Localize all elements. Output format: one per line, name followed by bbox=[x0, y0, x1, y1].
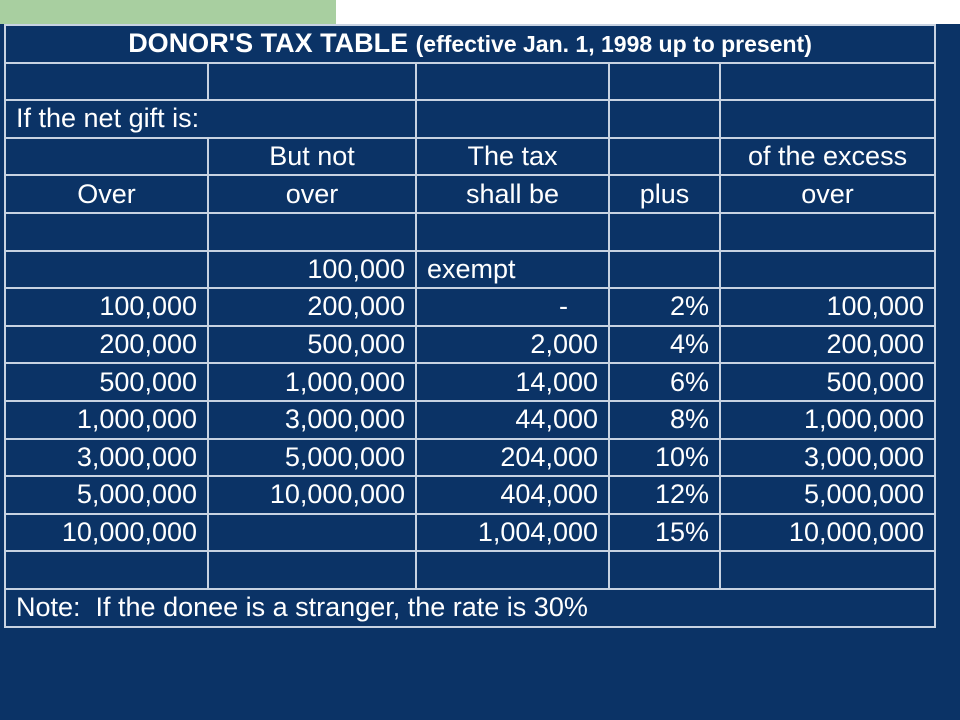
header-cell: The tax bbox=[415, 136, 610, 177]
note-text: Note: If the donee is a stranger, the ra… bbox=[3, 587, 937, 628]
excess-over-cell: 200,000 bbox=[718, 324, 937, 365]
tax-cell: exempt bbox=[415, 249, 610, 290]
table-row: 10,000,000 1,004,000 15% 10,000,000 bbox=[4, 512, 937, 553]
rate-cell: 6% bbox=[608, 362, 721, 402]
table-cell bbox=[608, 61, 721, 102]
table-cell bbox=[608, 211, 721, 252]
table-cell bbox=[415, 61, 610, 102]
tax-cell: 404,000 bbox=[415, 475, 610, 515]
donors-tax-table: DONOR'S TAX TABLE (effective Jan. 1, 199… bbox=[3, 24, 937, 628]
title-row: DONOR'S TAX TABLE (effective Jan. 1, 199… bbox=[3, 24, 937, 64]
table-row: 5,000,000 10,000,000 404,000 12% 5,000,0… bbox=[4, 475, 937, 515]
over-cell: 10,000,000 bbox=[4, 512, 209, 553]
rate-cell: 12% bbox=[608, 475, 721, 515]
table-cell bbox=[207, 550, 417, 590]
table-cell bbox=[608, 550, 721, 590]
over-cell: 1,000,000 bbox=[4, 399, 209, 440]
table-cell bbox=[415, 211, 610, 252]
table-cell bbox=[718, 61, 937, 102]
header-row-1: But not The tax of the excess bbox=[4, 136, 937, 177]
tax-cell: - bbox=[415, 287, 610, 327]
over-cell: 200,000 bbox=[4, 324, 209, 365]
tax-cell: 44,000 bbox=[415, 399, 610, 440]
table-title: DONOR'S TAX TABLE (effective Jan. 1, 199… bbox=[3, 24, 937, 64]
header-cell: of the excess bbox=[718, 136, 937, 177]
right-strip bbox=[934, 24, 960, 690]
blank-row bbox=[4, 61, 937, 102]
table-row: 100,000 200,000 - 2% 100,000 bbox=[4, 287, 937, 327]
but-not-over-cell: 200,000 bbox=[207, 287, 417, 327]
but-not-over-cell: 3,000,000 bbox=[207, 399, 417, 440]
but-not-over-cell: 1,000,000 bbox=[207, 362, 417, 402]
table-cell bbox=[207, 61, 417, 102]
excess-over-cell: 1,000,000 bbox=[718, 399, 937, 440]
table-cell bbox=[718, 550, 937, 590]
excess-over-cell bbox=[718, 249, 937, 290]
over-cell: 5,000,000 bbox=[4, 475, 209, 515]
header-cell bbox=[608, 136, 721, 177]
excess-over-cell: 10,000,000 bbox=[718, 512, 937, 553]
over-cell: 100,000 bbox=[4, 287, 209, 327]
but-not-over-cell bbox=[207, 512, 417, 553]
rate-cell: 4% bbox=[608, 324, 721, 365]
blank-row bbox=[4, 550, 937, 590]
top-accent-bar bbox=[0, 0, 336, 26]
table-cell bbox=[718, 211, 937, 252]
but-not-over-cell: 100,000 bbox=[207, 249, 417, 290]
table-row: 100,000 exempt bbox=[4, 249, 937, 290]
table-cell bbox=[415, 550, 610, 590]
blank-row bbox=[4, 211, 937, 252]
title-sub: (effective Jan. 1, 1998 up to present) bbox=[415, 31, 812, 58]
table-cell bbox=[4, 550, 209, 590]
table-cell bbox=[608, 99, 721, 139]
header-cell bbox=[4, 136, 209, 177]
tax-cell: 2,000 bbox=[415, 324, 610, 365]
table-row: 3,000,000 5,000,000 204,000 10% 3,000,00… bbox=[4, 437, 937, 478]
but-not-over-cell: 10,000,000 bbox=[207, 475, 417, 515]
header-cell: But not bbox=[207, 136, 417, 177]
table-cell bbox=[207, 211, 417, 252]
table-cell bbox=[4, 211, 209, 252]
excess-over-cell: 3,000,000 bbox=[718, 437, 937, 478]
table-row: 200,000 500,000 2,000 4% 200,000 bbox=[4, 324, 937, 365]
excess-over-cell: 500,000 bbox=[718, 362, 937, 402]
but-not-over-cell: 500,000 bbox=[207, 324, 417, 365]
header-cell: over bbox=[718, 174, 937, 214]
rate-cell bbox=[608, 249, 721, 290]
intro-row: If the net gift is: bbox=[4, 99, 937, 139]
top-white-bar bbox=[336, 0, 960, 26]
rate-cell: 15% bbox=[608, 512, 721, 553]
over-cell: 500,000 bbox=[4, 362, 209, 402]
over-cell: 3,000,000 bbox=[4, 437, 209, 478]
excess-over-cell: 100,000 bbox=[718, 287, 937, 327]
table-cell bbox=[4, 61, 209, 102]
note-row: Note: If the donee is a stranger, the ra… bbox=[3, 587, 937, 628]
header-cell: over bbox=[207, 174, 417, 214]
excess-over-cell: 5,000,000 bbox=[718, 475, 937, 515]
but-not-over-cell: 5,000,000 bbox=[207, 437, 417, 478]
header-row-2: Over over shall be plus over bbox=[4, 174, 937, 214]
table-cell bbox=[415, 99, 610, 139]
intro-label: If the net gift is: bbox=[4, 99, 417, 139]
tax-cell: 14,000 bbox=[415, 362, 610, 402]
tax-cell: 1,004,000 bbox=[415, 512, 610, 553]
header-cell: Over bbox=[4, 174, 209, 214]
title-main: DONOR'S TAX TABLE bbox=[128, 28, 409, 59]
header-cell: shall be bbox=[415, 174, 610, 214]
tax-cell: 204,000 bbox=[415, 437, 610, 478]
header-cell: plus bbox=[608, 174, 721, 214]
table-row: 1,000,000 3,000,000 44,000 8% 1,000,000 bbox=[4, 399, 937, 440]
rate-cell: 2% bbox=[608, 287, 721, 327]
rate-cell: 10% bbox=[608, 437, 721, 478]
rate-cell: 8% bbox=[608, 399, 721, 440]
table-cell bbox=[718, 99, 937, 139]
table-row: 500,000 1,000,000 14,000 6% 500,000 bbox=[4, 362, 937, 402]
over-cell bbox=[4, 249, 209, 290]
